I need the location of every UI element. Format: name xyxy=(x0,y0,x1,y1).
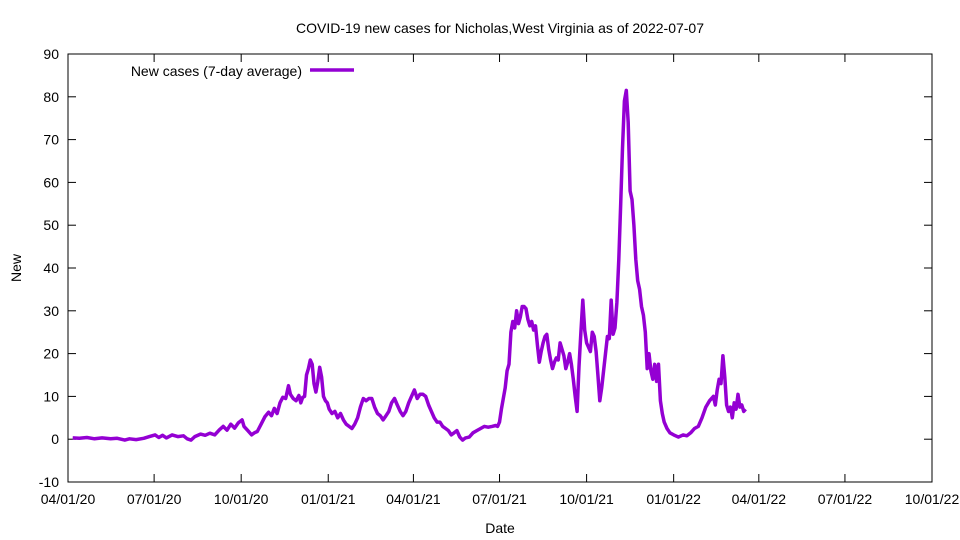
x-tick-label: 04/01/21 xyxy=(386,491,441,507)
x-tick-label: 04/01/20 xyxy=(41,491,96,507)
x-tick-label: 04/01/22 xyxy=(732,491,787,507)
x-tick-label: 01/01/21 xyxy=(301,491,356,507)
y-tick-label: 20 xyxy=(43,346,59,362)
x-tick-label: 07/01/21 xyxy=(472,491,527,507)
x-axis-label: Date xyxy=(485,520,515,536)
y-tick-label: 30 xyxy=(43,303,59,319)
plot-frame xyxy=(67,53,933,483)
x-tick-label: 10/01/20 xyxy=(214,491,269,507)
x-tick-label: 07/01/22 xyxy=(818,491,873,507)
x-tick-label: 10/01/21 xyxy=(559,491,614,507)
x-tick-label: 10/01/22 xyxy=(905,491,960,507)
x-tick-label: 01/01/22 xyxy=(646,491,701,507)
legend-label: New cases (7-day average) xyxy=(131,63,302,79)
y-axis-ticks: -10 0 10 20 30 40 50 60 70 80 90 xyxy=(39,46,932,490)
y-tick-label: 80 xyxy=(43,89,59,105)
legend: New cases (7-day average) xyxy=(131,63,354,79)
y-axis-label: New xyxy=(8,253,24,282)
y-tick-label: 0 xyxy=(51,431,59,447)
x-tick-label: 07/01/20 xyxy=(127,491,182,507)
y-tick-label: 10 xyxy=(43,388,59,404)
y-tick-label: 90 xyxy=(43,46,59,62)
y-tick-label: 50 xyxy=(43,217,59,233)
x-axis-ticks: 04/01/20 07/01/20 10/01/20 01/01/21 04/01/21… xyxy=(41,54,960,507)
y-tick-label: 60 xyxy=(43,174,59,190)
y-tick-label: 70 xyxy=(43,132,59,148)
y-tick-label: -10 xyxy=(39,474,59,490)
y-tick-label: 40 xyxy=(43,260,59,276)
series-line-new-cases xyxy=(72,88,747,442)
chart-title: COVID-19 new cases for Nicholas,West Vir… xyxy=(296,20,704,36)
